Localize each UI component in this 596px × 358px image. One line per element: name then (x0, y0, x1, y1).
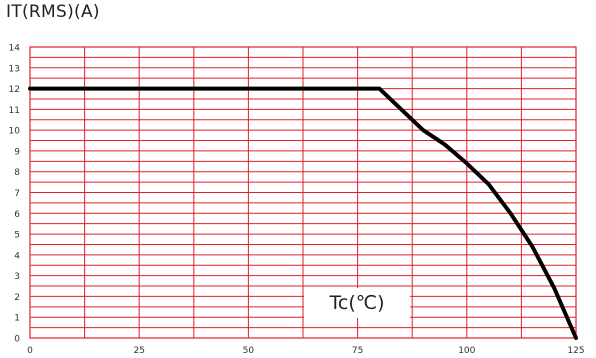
x-tick-label: 75 (352, 346, 363, 356)
y-tick-label: 0 (14, 335, 20, 345)
x-axis-label: Tc(℃) (304, 288, 410, 318)
y-tick-label: 10 (9, 127, 21, 137)
y-tick-label: 13 (9, 64, 20, 74)
y-tick-label: 9 (14, 147, 20, 157)
y-tick-label: 6 (14, 210, 20, 220)
y-tick-label: 3 (14, 272, 20, 282)
y-tick-label: 8 (14, 168, 20, 178)
y-tick-label: 5 (14, 231, 20, 241)
y-tick-label: 7 (14, 189, 20, 199)
x-tick-label: 0 (27, 346, 33, 356)
y-tick-label: 1 (14, 314, 20, 324)
y-axis-label: IT(RMS)(A) (6, 2, 100, 22)
series-line (28, 86, 578, 340)
x-tick-label: 100 (458, 346, 475, 356)
x-tick-label: 50 (243, 346, 255, 356)
y-tick-label: 11 (9, 106, 20, 116)
x-tick-label: 125 (567, 346, 584, 356)
y-tick-label: 14 (9, 44, 21, 54)
x-tick-label: 25 (133, 346, 144, 356)
y-tick-label: 2 (14, 293, 20, 303)
y-tick-label: 4 (14, 251, 20, 261)
y-tick-label: 12 (9, 85, 20, 95)
plot-border (29, 46, 577, 339)
